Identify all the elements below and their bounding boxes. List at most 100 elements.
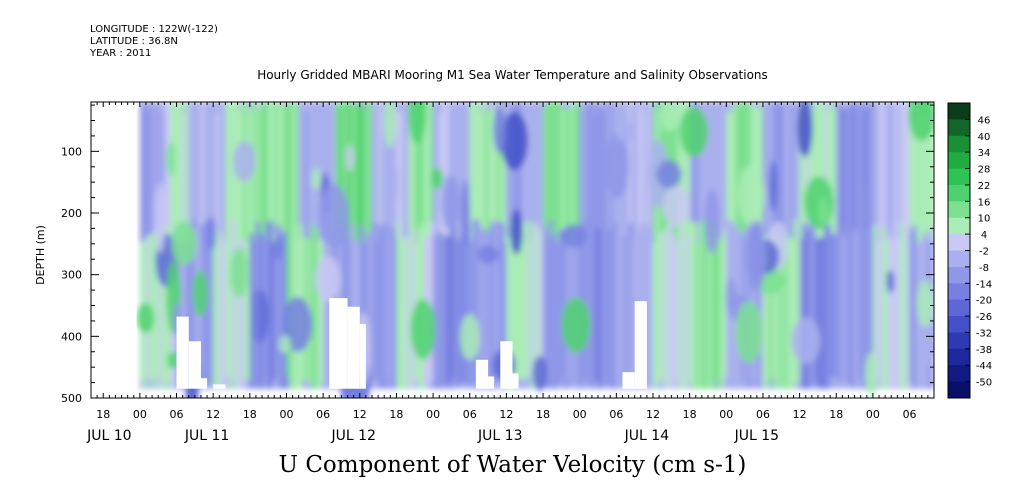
field-cell-lower <box>512 223 517 379</box>
field-cell-lower <box>830 234 835 378</box>
field-cell-lower <box>808 220 813 384</box>
field-cell-upper <box>139 103 144 247</box>
field-cell-lower <box>668 222 673 389</box>
field-cell-upper <box>271 102 276 244</box>
field-cell-lower <box>240 239 245 389</box>
x-tick-label: 00 <box>279 408 293 421</box>
field-cell-upper <box>185 102 190 250</box>
field-cell-upper <box>897 107 902 251</box>
field-cell-upper <box>329 108 334 257</box>
field-cell-upper <box>191 102 196 250</box>
field-cell-upper <box>387 102 392 251</box>
field-cell-upper <box>478 113 483 266</box>
field-cell-lower <box>750 221 755 378</box>
colorbar: 46 40 34 28 22 16 10 4 -2 -8 -14 -20 -26 -32 -38 -44 -50 <box>947 102 992 399</box>
field-cell-upper <box>695 104 700 252</box>
variable-title: U Component of Water Velocity (cm s-1) <box>278 452 747 478</box>
field-patch <box>725 278 737 316</box>
field-cell-upper <box>158 102 163 249</box>
colorbar-label: -2 <box>979 247 989 258</box>
colorbar-swatch <box>948 299 970 317</box>
missing-data-gaps <box>176 298 647 389</box>
year-label: YEAR : 2011 <box>90 48 152 59</box>
field-cell-upper <box>625 107 630 261</box>
field-cell-upper <box>521 102 526 264</box>
field-cell-lower <box>231 219 236 381</box>
field-cell-lower <box>280 232 285 389</box>
field-cell-upper <box>298 102 303 258</box>
field-cell-lower <box>509 219 514 389</box>
y-tick-label: 300 <box>61 269 82 282</box>
field-cell-upper <box>503 102 508 252</box>
longitude-label: LONGITUDE : 122W(-122) <box>90 24 218 35</box>
colorbar-label: 4 <box>981 230 987 241</box>
field-cell-lower <box>463 233 468 385</box>
field-patch <box>493 107 507 154</box>
field-cell-lower <box>781 237 786 389</box>
field-cell-upper <box>500 107 505 245</box>
field-cell-upper <box>588 102 593 250</box>
x-tick-label: 12 <box>206 408 220 421</box>
field-cell-upper <box>869 102 874 252</box>
field-cell-lower <box>402 236 407 389</box>
field-cell-lower <box>912 225 917 389</box>
field-cell-upper <box>225 102 230 261</box>
field-cell-upper <box>460 102 465 257</box>
field-cell-lower <box>842 234 847 389</box>
field-cell-upper <box>717 107 722 266</box>
field-cell-lower <box>478 228 483 382</box>
field-patch <box>136 302 155 334</box>
x-tick-label: 06 <box>170 408 184 421</box>
field-cell-upper <box>359 102 364 253</box>
field-cell-lower <box>561 230 566 377</box>
field-cell-upper <box>420 104 425 253</box>
field-cell-upper <box>344 102 349 245</box>
field-cell-upper <box>378 102 383 254</box>
field-cell-upper <box>552 102 557 255</box>
field-cell-upper <box>255 102 260 258</box>
field-cell-upper <box>692 102 697 248</box>
field-cell-upper <box>781 102 786 261</box>
field-cell-lower <box>610 243 615 389</box>
field-cell-lower <box>234 237 239 389</box>
field-patch <box>656 159 682 189</box>
field-cell-upper <box>720 105 725 259</box>
field-patch <box>192 269 208 317</box>
field-cell-upper <box>524 102 529 266</box>
field-cell-upper <box>799 102 804 264</box>
field-patch <box>510 208 523 255</box>
field-cell-lower <box>601 234 606 383</box>
colorbar-swatch <box>948 184 970 202</box>
field-cell-lower <box>891 240 896 389</box>
field-cell-upper <box>347 102 352 245</box>
field-cell-lower <box>521 223 526 381</box>
field-cell-lower <box>784 232 789 389</box>
field-cell-lower <box>671 233 676 389</box>
colorbar-label: 34 <box>978 148 991 159</box>
missing-data-block <box>213 384 226 389</box>
field-cell-upper <box>481 102 487 265</box>
field-cell-lower <box>365 232 370 389</box>
field-cell-lower <box>662 232 667 386</box>
field-patch <box>459 313 480 361</box>
field-cell-upper <box>442 102 447 246</box>
field-cell-lower <box>772 229 777 379</box>
colorbar-swatch <box>948 152 970 170</box>
field-patch <box>791 317 821 365</box>
field-cell-upper <box>683 102 688 248</box>
missing-data-block <box>500 341 513 389</box>
field-cell-upper <box>350 102 355 261</box>
field-cell-lower <box>372 221 377 381</box>
field-cell-upper <box>701 113 706 254</box>
field-cell-lower <box>857 233 862 379</box>
field-cell-lower <box>839 224 844 379</box>
field-cell-lower <box>585 231 590 383</box>
field-cell-lower <box>888 233 893 389</box>
x-day-label: JUL 10 <box>86 428 131 444</box>
field-cell-upper <box>536 111 541 247</box>
field-cell-upper <box>872 104 877 258</box>
field-cell-lower <box>381 231 386 389</box>
field-cell-upper <box>924 102 929 258</box>
y-axis-label: DEPTH (m) <box>34 225 47 285</box>
field-patch <box>679 106 709 158</box>
